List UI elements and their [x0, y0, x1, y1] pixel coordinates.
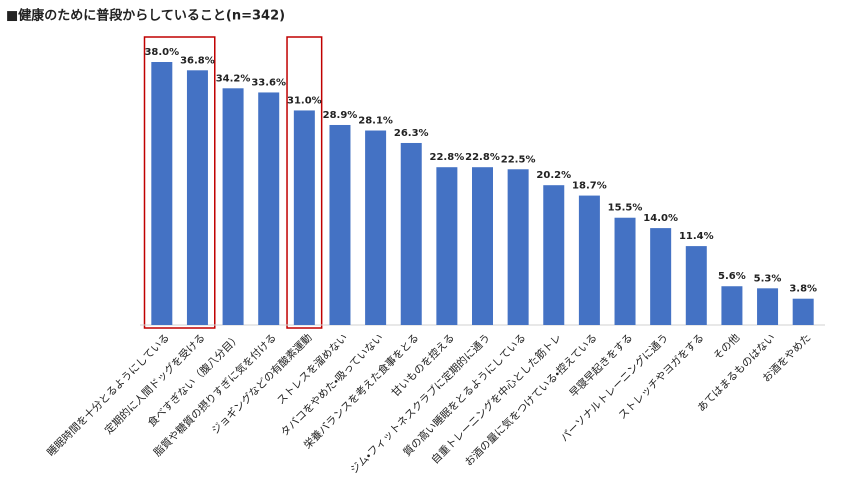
bar [258, 92, 280, 325]
value-label: 22.5% [501, 154, 536, 165]
value-label: 36.8% [180, 55, 215, 66]
bar [472, 167, 493, 325]
value-label: 22.8% [465, 152, 500, 163]
value-label: 20.2% [536, 170, 571, 181]
bar [365, 130, 387, 325]
bar [222, 88, 244, 325]
x-tick-label: 早寝早起きをする [567, 331, 636, 400]
value-label: 15.5% [608, 203, 643, 214]
value-label: 38.0% [144, 47, 179, 58]
highlight-box [286, 36, 323, 329]
value-label: 33.6% [251, 77, 286, 88]
bar [507, 169, 529, 325]
highlight-box [143, 36, 216, 329]
bar [721, 286, 743, 325]
value-label: 26.3% [394, 128, 429, 139]
x-tick-label: その他 [711, 331, 743, 363]
bar [151, 62, 173, 325]
bar [329, 124, 351, 325]
bar [578, 195, 600, 325]
chart-title: ■健康のために普段からしていること(n=342) [6, 8, 285, 24]
value-label: 14.0% [643, 213, 678, 224]
bar [650, 228, 672, 325]
x-tick-label: お酒の量に気をつけている・控えている [462, 331, 600, 469]
bar [757, 288, 779, 325]
value-label: 28.9% [323, 110, 358, 121]
value-label: 34.2% [216, 73, 251, 84]
bar [293, 110, 315, 326]
x-tick-label: 甘いものを控える [389, 331, 457, 399]
value-label: 28.1% [358, 116, 393, 127]
x-tick-label: 自重トレーニングを中心とした筋トレ [429, 331, 564, 466]
bar [186, 70, 208, 325]
value-label: 31.0% [287, 95, 322, 106]
value-label: 22.8% [430, 152, 465, 163]
value-label: 11.4% [679, 231, 714, 242]
bar [400, 142, 422, 325]
value-label: 5.6% [718, 271, 746, 282]
bar [543, 185, 565, 325]
bar [685, 246, 707, 325]
value-label: 18.7% [572, 181, 607, 192]
value-label: 3.8% [789, 284, 817, 295]
value-label: 5.3% [754, 273, 782, 284]
bar [436, 167, 458, 325]
bar [792, 298, 814, 325]
bar [614, 217, 636, 325]
